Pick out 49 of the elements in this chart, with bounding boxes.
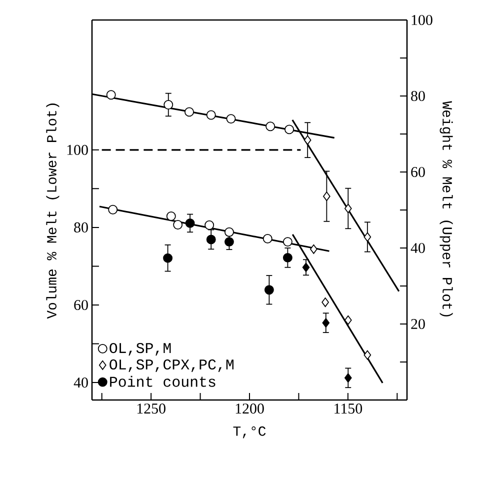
x-tick-label: 1200 <box>236 404 264 414</box>
point <box>266 122 276 132</box>
point <box>206 234 216 244</box>
point <box>204 220 214 230</box>
point <box>106 90 116 100</box>
point <box>163 253 173 263</box>
point <box>284 124 294 134</box>
y-tick-label: 60 <box>74 300 88 310</box>
point <box>282 252 292 262</box>
y2-tick-label: 20 <box>411 318 425 330</box>
point <box>224 227 234 237</box>
y-tick-label: 40 <box>74 378 88 388</box>
x-axis-title: T,°C <box>233 426 266 438</box>
x-tick-label: 1250 <box>137 404 166 414</box>
y-tick-label: 100 <box>67 144 88 155</box>
y2-axis-title: Weight % Melt (Upper Plot) <box>440 101 453 316</box>
point <box>322 318 330 328</box>
point <box>344 315 352 325</box>
point <box>364 350 372 360</box>
point <box>173 220 183 230</box>
point <box>264 285 274 295</box>
point <box>282 237 292 247</box>
point <box>344 204 352 214</box>
x-tick-label: 1150 <box>334 404 362 414</box>
y2-tick-label: 40 <box>410 242 425 254</box>
point <box>364 232 372 242</box>
point <box>224 237 234 247</box>
point <box>206 110 216 120</box>
y2-tick-label: 100 <box>412 14 432 26</box>
point <box>166 211 176 221</box>
point <box>310 244 318 254</box>
point <box>304 135 312 145</box>
y-tick-label: 80 <box>74 222 88 232</box>
point <box>185 218 195 228</box>
y2-tick-label: 80 <box>411 90 425 102</box>
point <box>344 373 352 383</box>
y-axis-title: Volume % Melt (Lower Plot) <box>46 104 60 319</box>
point <box>164 100 174 110</box>
point <box>184 107 194 117</box>
legend-label: OL,SP,CPX,PC,M <box>110 359 234 372</box>
y2-tick-label: 60 <box>411 166 425 178</box>
point <box>322 298 329 308</box>
legend-label: OL,SP,M <box>110 342 171 356</box>
point <box>226 114 236 124</box>
point <box>302 262 310 272</box>
point <box>262 234 272 244</box>
legend-label: Point counts <box>110 376 216 387</box>
point <box>323 192 330 202</box>
point <box>108 204 118 214</box>
